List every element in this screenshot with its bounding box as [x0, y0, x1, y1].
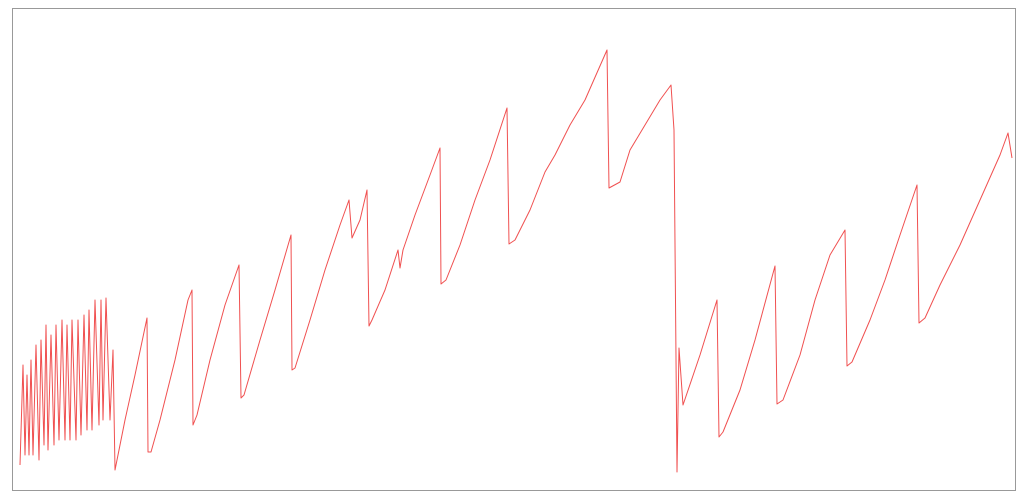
plot-frame [12, 8, 1016, 491]
data-line [19, 49, 1013, 473]
